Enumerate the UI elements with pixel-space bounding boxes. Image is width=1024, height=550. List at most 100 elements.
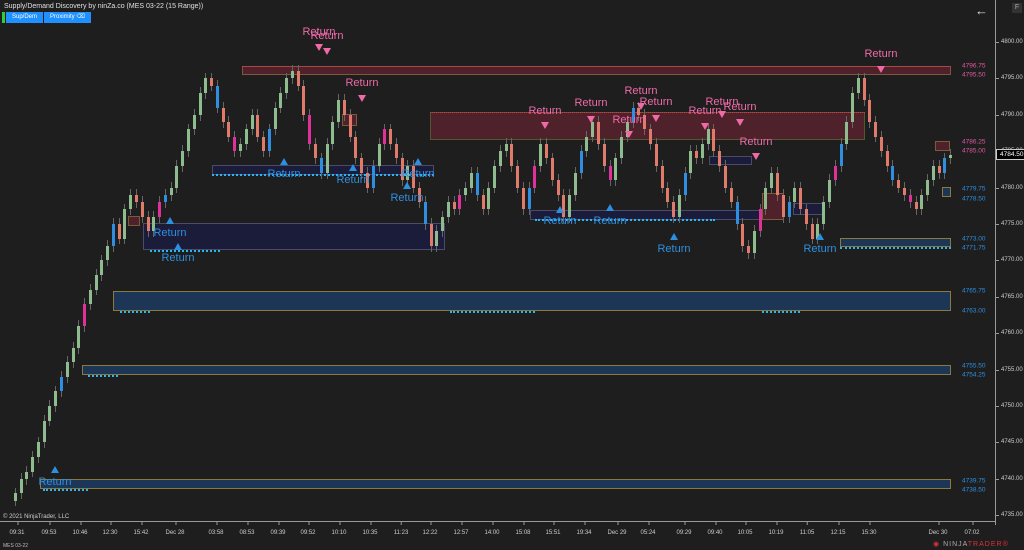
candle-body: [608, 165, 612, 181]
candle-body: [325, 143, 329, 174]
return-signal-label: Return: [657, 243, 691, 255]
candle-body: [279, 92, 283, 108]
candle-body: [787, 202, 791, 217]
demand-zone: [40, 479, 951, 489]
candle-body: [198, 92, 202, 115]
candle-body: [527, 187, 531, 210]
candle-body: [706, 129, 710, 144]
time-tick: 12:30: [102, 522, 118, 536]
demand-zone: [143, 223, 445, 250]
candle-body: [712, 129, 716, 152]
price-tick: 4745.00: [996, 439, 1023, 446]
candle-body: [406, 165, 410, 181]
candle-body: [799, 187, 803, 210]
candle-body: [71, 347, 75, 363]
candle-body: [868, 100, 872, 123]
time-tick: 15:08: [515, 522, 531, 536]
candle-body: [308, 114, 312, 144]
demand-zone-price: 4765.75: [962, 287, 986, 295]
candle-body: [337, 100, 341, 123]
supdem-button[interactable]: Sup/Dem: [6, 12, 44, 23]
candle-body: [383, 129, 387, 144]
candle-body: [256, 114, 260, 137]
demand-zone: [942, 187, 951, 197]
candle-body: [689, 151, 693, 174]
candle-body: [545, 143, 549, 159]
return-signal-label: Return: [803, 243, 837, 255]
candle-body: [77, 325, 81, 348]
buy-arrow-icon: [414, 158, 422, 165]
demand-dotted-line: [535, 219, 715, 221]
time-tick: 14:00: [484, 522, 500, 536]
return-signal-label: Return: [345, 77, 379, 89]
candle-body: [441, 216, 445, 232]
candle-body: [13, 493, 17, 501]
candle-body: [389, 129, 393, 144]
sell-arrow-icon: [358, 95, 366, 102]
candle-body: [464, 187, 468, 195]
supply-dotted-line: [242, 66, 951, 67]
candle-body: [810, 224, 814, 239]
candle-body: [643, 114, 647, 130]
time-tick: 19:34: [576, 522, 592, 536]
f-button[interactable]: F: [1012, 3, 1022, 13]
sell-arrow-icon: [315, 44, 323, 51]
candle-body: [666, 187, 670, 203]
candle-body: [238, 143, 242, 152]
supply-zone-price: 4795.50: [962, 71, 986, 79]
candle-body: [804, 209, 808, 224]
sell-arrow-icon: [877, 66, 885, 73]
price-tick: 4765.00: [996, 293, 1023, 300]
candle-body: [700, 143, 704, 159]
candle-body: [146, 216, 150, 232]
candle-body: [770, 173, 774, 188]
demand-dotted-line: [450, 311, 535, 313]
time-tick: Dec 28: [165, 522, 185, 536]
candle-body: [158, 202, 162, 217]
candle-body: [233, 136, 237, 152]
candle-body: [573, 173, 577, 195]
time-tick: 11:05: [799, 522, 815, 536]
arrow-left-icon[interactable]: ←: [975, 3, 988, 18]
return-signal-label: Return: [739, 136, 773, 148]
candle-body: [903, 187, 907, 195]
time-tick: 09:29: [676, 522, 692, 536]
candle-body: [516, 165, 520, 188]
return-signal-label: Return: [639, 96, 673, 108]
return-signal-label: Return: [593, 215, 627, 227]
time-tick: 12:22: [422, 522, 438, 536]
proximity-button[interactable]: Proximity ⌫: [44, 12, 91, 23]
return-signal-label: Return: [864, 48, 898, 60]
candle-body: [487, 187, 491, 210]
candle-body: [469, 173, 473, 188]
candle-body: [856, 78, 860, 93]
sell-arrow-icon: [652, 115, 660, 122]
candle-body: [533, 165, 537, 188]
buy-arrow-icon: [166, 217, 174, 224]
candle-body: [926, 180, 930, 195]
sell-arrow-icon: [736, 119, 744, 126]
candle-body: [816, 224, 820, 239]
time-tick: 10:10: [331, 522, 347, 536]
return-signal-label: Return: [688, 105, 722, 117]
chart-title: Supply/Demand Discovery by ninZa.co (MES…: [4, 3, 204, 10]
candle-body: [181, 151, 185, 166]
price-tick: 4790.00: [996, 111, 1023, 118]
buy-arrow-icon: [51, 466, 59, 473]
candle-body: [354, 136, 358, 159]
sell-arrow-icon: [701, 123, 709, 130]
candle-body: [65, 362, 69, 377]
candle-body: [851, 92, 855, 123]
candle-body: [596, 122, 600, 144]
demand-zone-price: 4763.00: [962, 307, 986, 315]
candle-body: [845, 122, 849, 144]
candle-body: [54, 391, 58, 406]
supply-zone: [128, 216, 140, 226]
candle-body: [752, 231, 756, 254]
supply-zone: [242, 66, 951, 75]
candle-body: [937, 165, 941, 174]
demand-zone-price: 4739.75: [962, 477, 986, 485]
candle-body: [435, 231, 439, 246]
candle-body: [637, 107, 641, 115]
candle-body: [163, 194, 167, 203]
